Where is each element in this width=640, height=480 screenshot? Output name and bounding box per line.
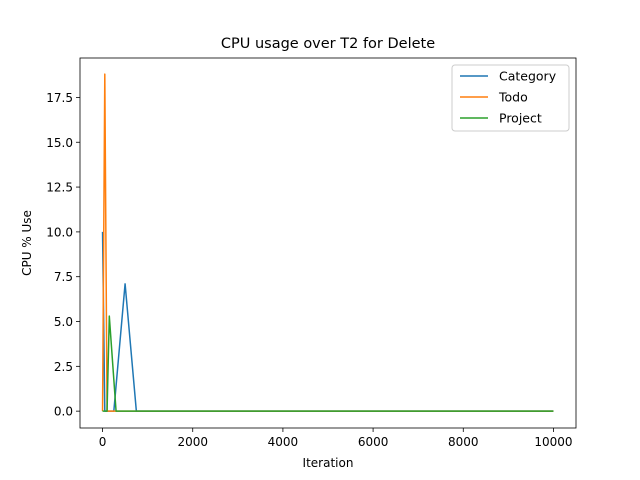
y-tick-label: 5.0 — [54, 315, 73, 329]
legend: Category Todo Project — [451, 64, 570, 132]
y-tick-label: 7.5 — [54, 270, 73, 284]
chart-title: CPU usage over T2 for Delete — [221, 36, 435, 52]
y-tick-label: 17.5 — [46, 91, 73, 105]
x-tick-label: 2000 — [177, 435, 208, 449]
legend-label-todo: Todo — [498, 90, 528, 105]
plot-frame — [79, 57, 577, 429]
y-tick-label: 10.0 — [46, 225, 73, 239]
y-axis: 0.0 2.5 5.0 7.5 10.0 12.5 15.0 17.5 — [46, 91, 80, 419]
y-tick-label: 15.0 — [46, 136, 73, 150]
y-axis-title: CPU % Use — [20, 210, 34, 276]
legend-label-project: Project — [499, 111, 542, 126]
x-axis-title: Iteration — [303, 456, 354, 470]
legend-label-category: Category — [499, 69, 557, 84]
legend-box — [451, 64, 570, 132]
x-tick-label: 4000 — [268, 435, 299, 449]
x-tick-label: 10000 — [534, 435, 572, 449]
x-tick-label: 8000 — [448, 435, 479, 449]
series-line-project — [102, 315, 554, 412]
x-tick-label: 6000 — [358, 435, 389, 449]
y-tick-label: 12.5 — [46, 181, 73, 195]
y-tick-label: 2.5 — [54, 360, 73, 374]
y-tick-label: 0.0 — [54, 405, 73, 419]
x-axis: 0 2000 4000 6000 8000 10000 — [99, 428, 573, 449]
series-layer — [101, 73, 554, 412]
x-tick-label: 0 — [99, 435, 107, 449]
